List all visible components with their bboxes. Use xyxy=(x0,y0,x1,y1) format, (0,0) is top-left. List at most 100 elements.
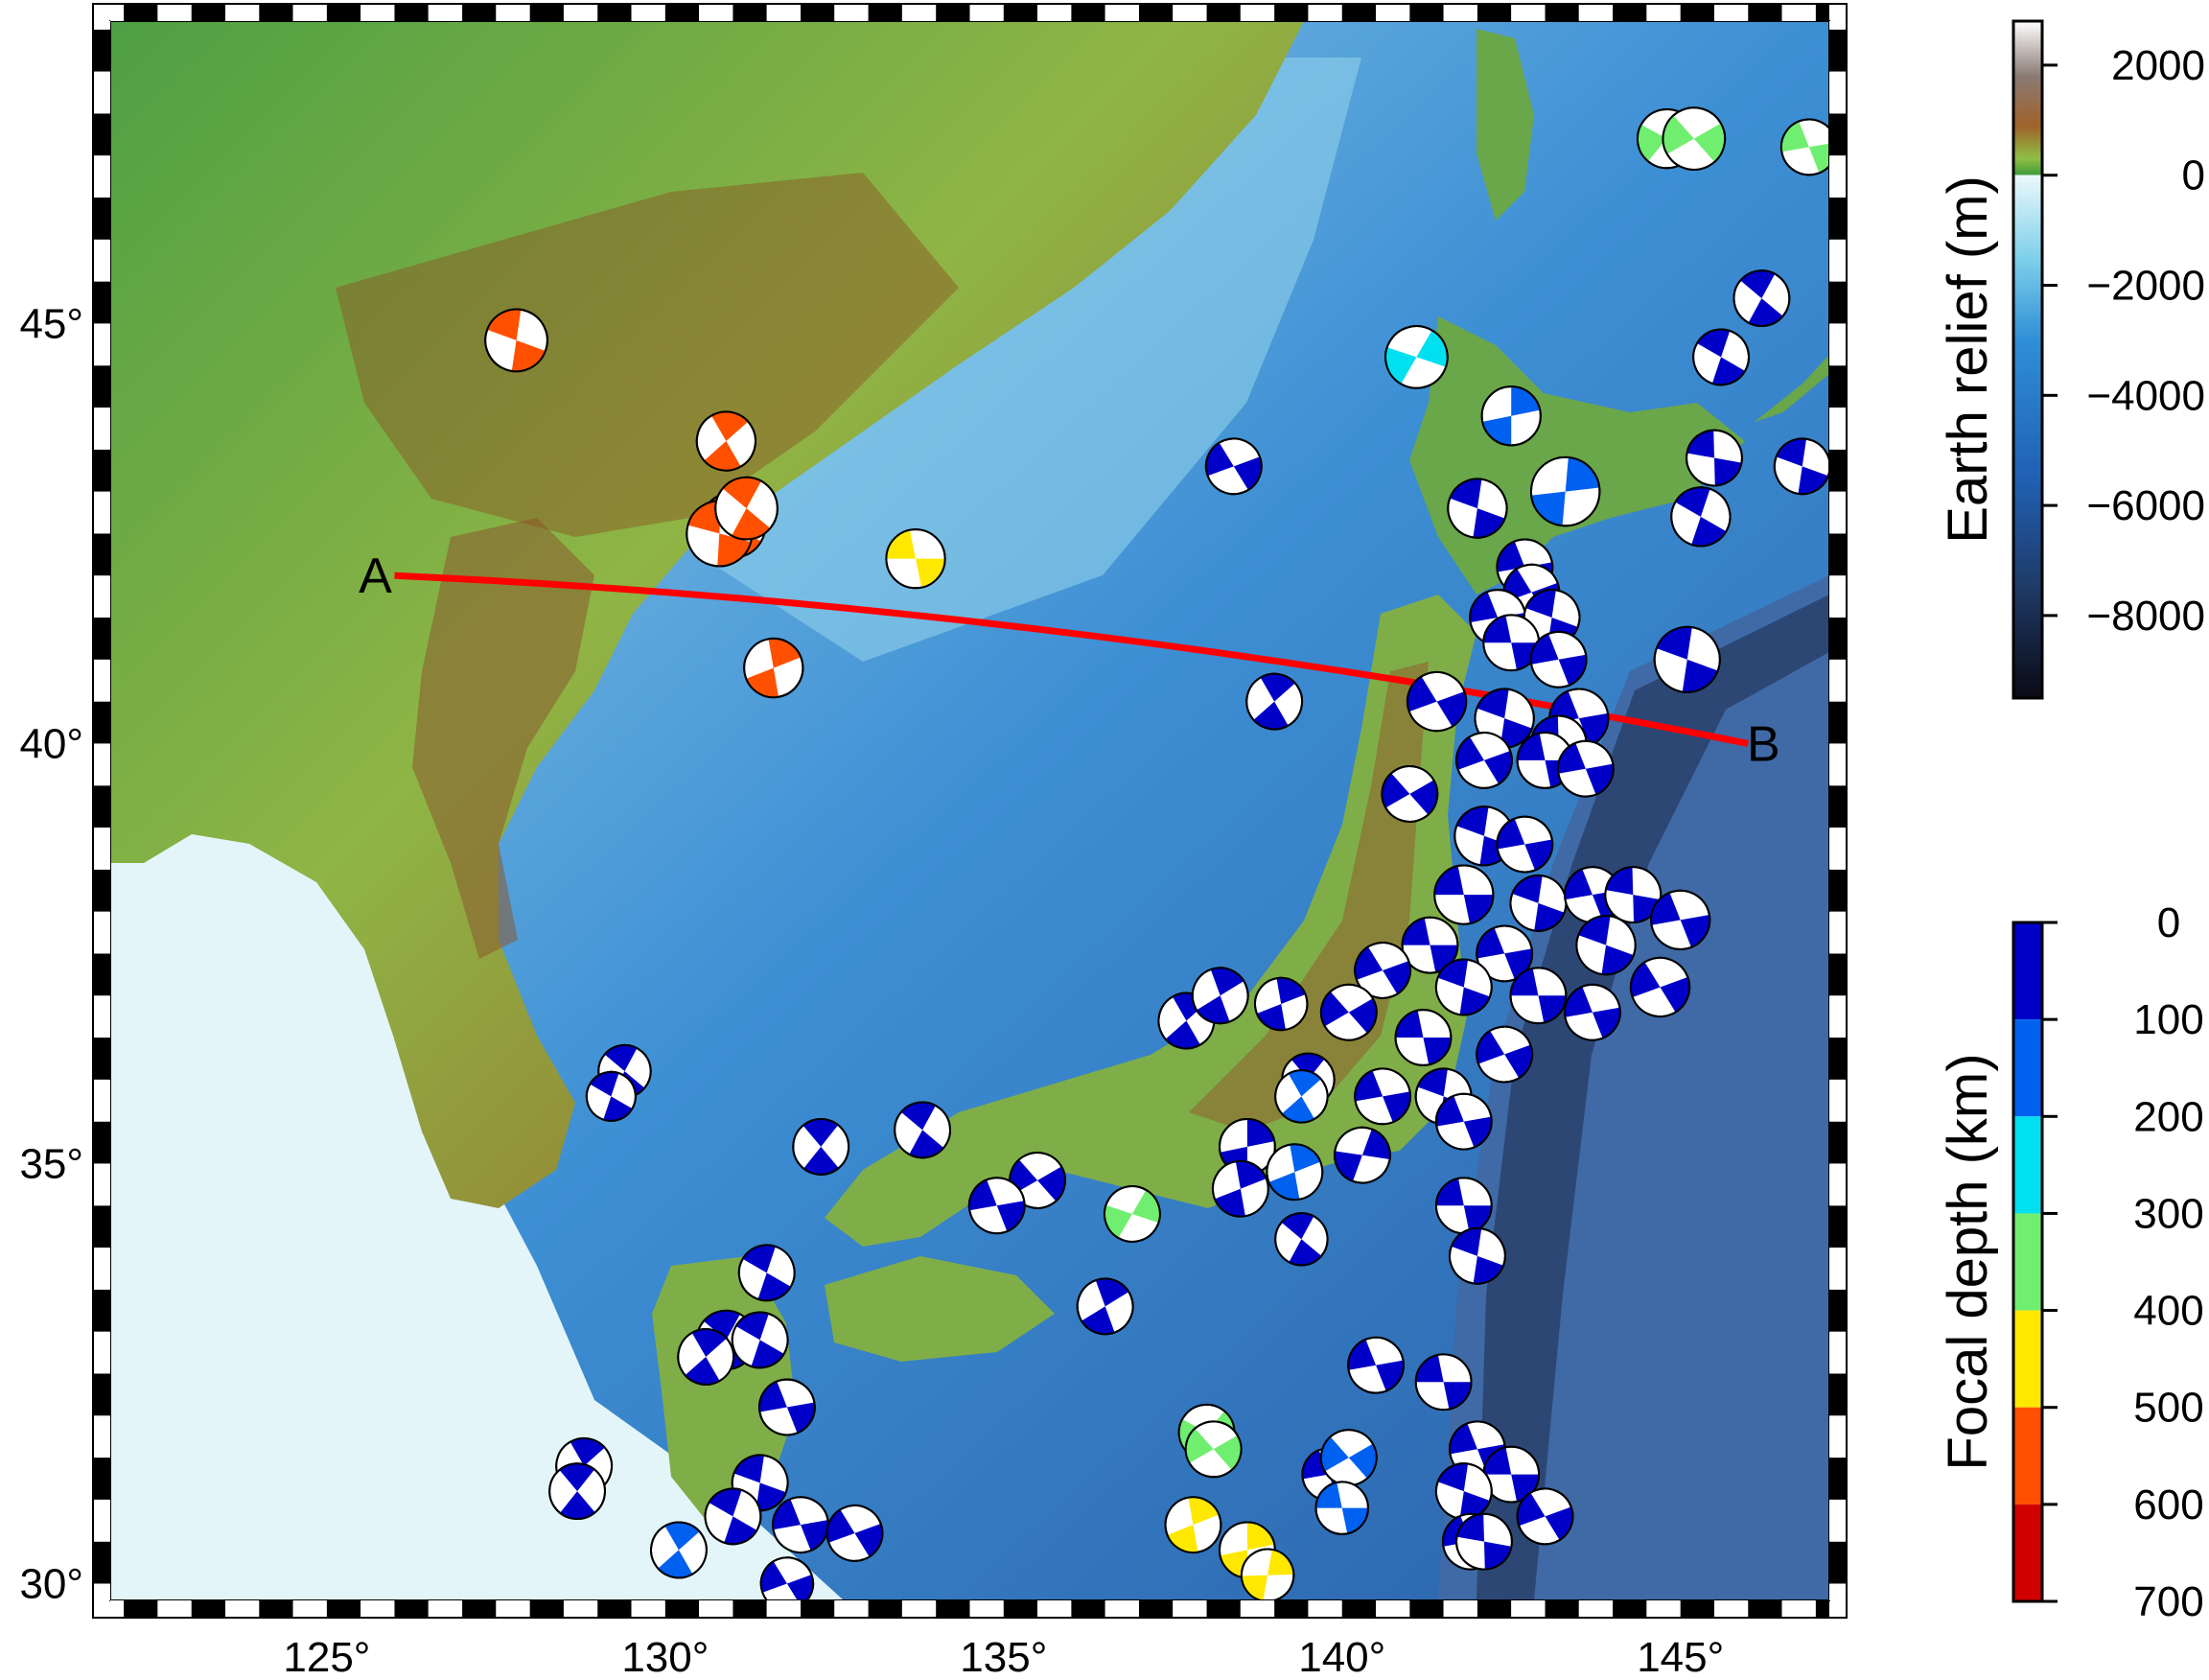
frame-segment xyxy=(93,281,110,324)
longitude-tick-label: 130° xyxy=(621,1634,709,1680)
relief-colorbar: 2000 0 −2000 −4000 −6000 −8000 Earth relief (… xyxy=(1937,19,2205,700)
focal-mechanism-beachball xyxy=(1686,429,1743,487)
beachball-quadrant xyxy=(1253,701,1289,730)
beachball-outline xyxy=(1653,625,1721,693)
focal-mechanism-beachball xyxy=(743,637,804,699)
beachball-quadrant xyxy=(1436,691,1467,727)
beachball-quadrant xyxy=(735,1312,769,1341)
depth-colorbar-outline xyxy=(2011,921,2044,1603)
beachball-quadrant xyxy=(1315,1482,1342,1508)
beachball-quadrant xyxy=(724,1516,757,1545)
beachball-outline xyxy=(1076,1277,1134,1336)
frame-segment xyxy=(766,4,802,21)
focal-mechanism-beachball xyxy=(1334,1126,1391,1184)
relief-tick-label: 0 xyxy=(2182,152,2205,199)
frame-segment xyxy=(1829,1373,1847,1416)
frame-segment xyxy=(394,4,429,21)
beachball-quadrant xyxy=(1435,1178,1464,1206)
frame-segment xyxy=(1308,4,1342,21)
frame-segment xyxy=(1104,1600,1139,1618)
frame-segment xyxy=(563,1600,598,1618)
beachball-quadrant xyxy=(886,529,917,559)
frame-segment xyxy=(93,1163,110,1206)
latitude-tick-label: 30° xyxy=(19,1560,83,1607)
frame-segment xyxy=(936,1600,970,1618)
frame-segment xyxy=(93,239,110,282)
beachball-quadrant xyxy=(1531,491,1566,526)
beachball-quadrant xyxy=(704,441,741,471)
frame-segment xyxy=(1829,21,1847,30)
beachball-outline xyxy=(1556,739,1615,798)
frame-segment xyxy=(360,4,395,21)
beachball-quadrant xyxy=(1246,1522,1275,1551)
beachball-quadrant xyxy=(732,508,771,540)
beachball-outline xyxy=(1670,486,1732,548)
beachball-quadrant xyxy=(664,1522,700,1551)
focal-mechanism-beachball xyxy=(1482,614,1541,672)
relief-tick-label: −4000 xyxy=(2086,372,2205,419)
beachball-quadrant xyxy=(1633,895,1661,923)
frame-segment xyxy=(1613,1600,1647,1618)
frame-segment xyxy=(1829,995,1847,1038)
frame-segment xyxy=(1829,911,1847,954)
beachball-outline xyxy=(737,1244,796,1302)
focal-mechanism-beachball xyxy=(1104,1185,1161,1243)
beachball-quadrant xyxy=(1407,676,1437,712)
beachball-quadrant xyxy=(757,1272,791,1301)
beachball-quadrant xyxy=(802,1119,839,1147)
beachball-outline xyxy=(1509,874,1568,932)
frame-segment xyxy=(1138,1600,1174,1618)
focal-mechanism-beachball xyxy=(737,1244,796,1302)
focal-mechanism-beachball xyxy=(885,528,946,590)
frame-segment xyxy=(259,4,293,21)
beachball-quadrant xyxy=(1656,626,1692,660)
beachball-outline xyxy=(1564,983,1621,1041)
frame-segment xyxy=(1781,1600,1816,1618)
frame-segment xyxy=(326,1600,361,1618)
frame-segment xyxy=(1829,365,1847,408)
frame-segment xyxy=(225,4,260,21)
focal-mechanism-beachball xyxy=(1434,958,1493,1016)
beachball-quadrant xyxy=(1459,1491,1490,1520)
frame-segment xyxy=(1341,4,1377,21)
focal-mechanism-beachball xyxy=(1354,942,1412,999)
beachball-outline xyxy=(1449,1226,1506,1285)
beachball-quadrant xyxy=(658,1550,693,1578)
depth-colorbar-bin xyxy=(2013,1504,2042,1601)
beachball-outline xyxy=(1204,437,1263,496)
beachball-outline xyxy=(585,1070,637,1122)
beachball-quadrant xyxy=(803,1146,839,1175)
frame-segment xyxy=(1748,4,1782,21)
beachball-quadrant xyxy=(1451,1227,1482,1256)
depth-tick-label: 300 xyxy=(2133,1190,2203,1237)
focal-mechanism-beachball xyxy=(1662,106,1727,171)
beachball-quadrant xyxy=(1504,1044,1533,1079)
frame-segment xyxy=(834,1600,869,1618)
beachball-outline xyxy=(1254,976,1309,1032)
frame-segment xyxy=(93,1415,110,1458)
frame-segment xyxy=(1511,1600,1546,1618)
depth-tick-label: 700 xyxy=(2133,1578,2203,1625)
beachball-outline xyxy=(731,1311,789,1369)
frame-segment xyxy=(93,323,110,366)
beachball-quadrant xyxy=(1630,962,1661,997)
relief-tick-label: −8000 xyxy=(2086,593,2205,640)
beachball-quadrant xyxy=(1437,959,1469,988)
focal-mechanism-beachball xyxy=(1670,486,1732,548)
frame-segment xyxy=(1443,1600,1477,1618)
depth-colorbar-bin xyxy=(2013,1116,2042,1214)
beachball-outline xyxy=(1274,1069,1329,1124)
beachball-quadrant xyxy=(1711,357,1746,385)
beachball-quadrant xyxy=(1260,673,1295,702)
beachball-quadrant xyxy=(1233,456,1262,490)
beachball-outline xyxy=(772,1496,829,1554)
focal-mechanism-beachball xyxy=(548,1462,606,1521)
beachball-outline xyxy=(484,308,548,373)
beachball-quadrant xyxy=(1210,968,1244,996)
beachball-quadrant xyxy=(1511,1474,1540,1502)
beachball-outline xyxy=(1662,106,1727,171)
relief-tick-label: 2000 xyxy=(2111,42,2205,89)
frame-segment xyxy=(93,1499,110,1542)
frame-segment xyxy=(225,1600,260,1618)
focal-mechanism-beachball xyxy=(585,1070,637,1122)
